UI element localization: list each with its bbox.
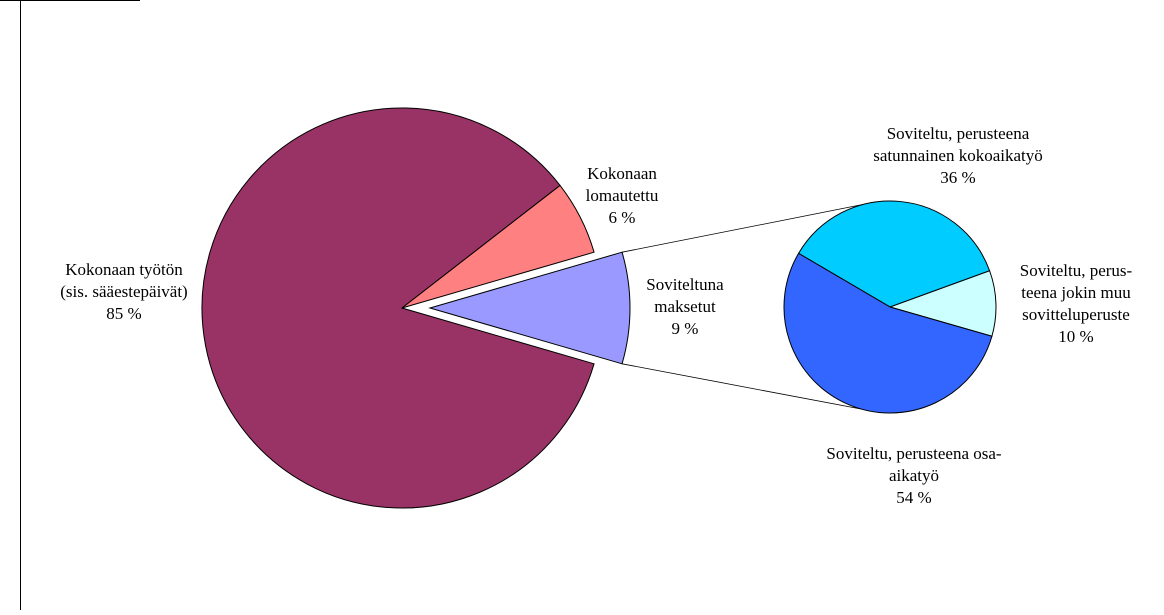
secondary-pie-slice <box>783 252 993 414</box>
slice-label-line: Soviteltu, perusteena <box>887 124 1030 143</box>
connector-line <box>621 201 876 253</box>
connector-lines <box>621 201 879 413</box>
main-pie <box>201 107 631 509</box>
main-pie-slice <box>201 107 595 509</box>
slice-labels: Kokonaan työtön (sis. sääestepäivät) 85 %K… <box>60 124 1132 507</box>
slice-label: Kokonaan lomautettu 6 % <box>586 164 659 227</box>
slice-label-line: Kokonaan työtön <box>65 260 183 279</box>
main-pie-slice <box>401 184 595 309</box>
slice-label-line: Soviteltu, perusteena osa- <box>826 444 1001 463</box>
slice-label-line: lomautettu <box>586 186 659 205</box>
connector-line <box>621 363 879 413</box>
slice-label-line: 6 % <box>609 208 636 227</box>
slice-label-line: Soviteltu, perus- <box>1020 261 1133 280</box>
slice-label-line: (sis. sääestepäivät) <box>60 282 187 301</box>
slice-label-line: aikatyö <box>889 466 939 485</box>
slice-label-line: 10 % <box>1058 327 1093 346</box>
slice-label-line: Soviteltuna <box>646 275 724 294</box>
slice-label-line: satunnainen kokoaikatyö <box>873 146 1043 165</box>
slice-label: Soviteltu, perusteena osa-aikatyö 54 % <box>826 444 1001 507</box>
slice-label: Soviteltu, perusteena satunnainen kokoaik… <box>873 124 1043 187</box>
slice-label-line: 9 % <box>672 319 699 338</box>
slice-label: Kokonaan työtön (sis. sääestepäivät) 85 % <box>60 260 187 323</box>
secondary-pie-slice <box>797 200 991 308</box>
slice-label-line: sovitteluperuste <box>1022 305 1130 324</box>
slice-label-line: 85 % <box>106 304 141 323</box>
secondary-pie <box>783 200 997 414</box>
main-pie-slice <box>428 251 631 365</box>
slice-label-line: 54 % <box>896 488 931 507</box>
slice-label-line: maksetut <box>654 297 716 316</box>
slice-label-line: Kokonaan <box>587 164 657 183</box>
slice-label-line: 36 % <box>940 168 975 187</box>
slice-label: Soviteltu, perus-teena jokin muu sovittel… <box>1020 261 1133 346</box>
slice-label-line: teena jokin muu <box>1021 283 1131 302</box>
slice-label: Soviteltuna maksetut 9 % <box>646 275 724 338</box>
